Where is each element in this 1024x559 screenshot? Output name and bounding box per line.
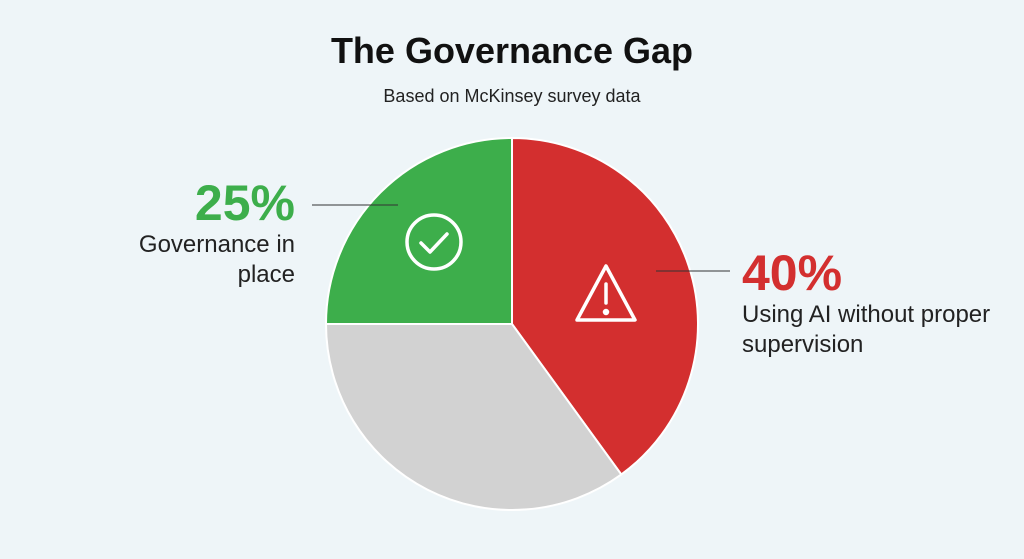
- pie-slice: [511, 136, 699, 476]
- pie-slice: [324, 136, 513, 325]
- chart-subtitle: Based on McKinsey survey data: [383, 86, 641, 106]
- chart-title: The Governance Gap: [330, 30, 694, 71]
- category-label: Using AI without proper supervision: [742, 301, 991, 358]
- check-icon: [405, 213, 463, 271]
- pie-slice: [324, 323, 623, 511]
- category-label: Governance in place: [138, 231, 295, 288]
- slice-label: 25% Governance in place: [135, 176, 295, 290]
- warning-icon: [575, 264, 637, 322]
- value-label: 40%: [742, 245, 843, 301]
- pie: [324, 136, 699, 511]
- value-label: 25%: [194, 175, 295, 231]
- slice-label: 40% Using AI without proper supervision: [742, 246, 992, 360]
